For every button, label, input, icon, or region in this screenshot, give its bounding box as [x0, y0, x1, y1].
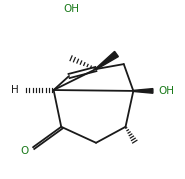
Polygon shape [133, 89, 153, 93]
Text: H: H [11, 85, 19, 95]
Text: OH: OH [63, 4, 79, 14]
Polygon shape [96, 51, 118, 69]
Text: O: O [21, 146, 29, 156]
Text: OH: OH [158, 86, 174, 96]
